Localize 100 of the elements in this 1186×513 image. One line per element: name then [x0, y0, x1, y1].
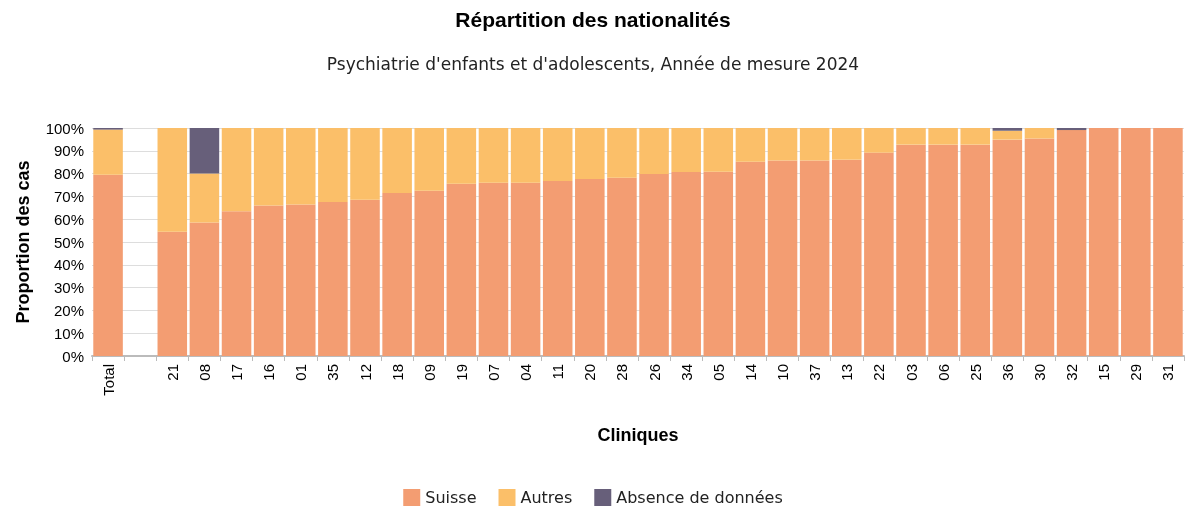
- x-tick-label: 09: [420, 364, 438, 381]
- bar: [285, 128, 316, 205]
- x-tick-label: 13: [838, 364, 856, 381]
- bar: [542, 180, 573, 356]
- y-tick-label: 30%: [53, 279, 84, 297]
- bar: [350, 128, 380, 200]
- bar: [575, 128, 605, 180]
- bar: [767, 160, 798, 356]
- bar: [928, 144, 958, 356]
- x-tick-label: 16: [260, 364, 278, 381]
- x-tick-label: 18: [388, 364, 406, 381]
- bar: [446, 183, 477, 356]
- bar: [864, 128, 894, 153]
- x-tick-label: 05: [709, 364, 727, 381]
- bar: [896, 128, 926, 145]
- bar: [542, 128, 573, 181]
- x-tick-label: 34: [677, 364, 695, 381]
- x-tick-label: 19: [452, 364, 470, 381]
- x-axis-title: Cliniques: [597, 425, 679, 445]
- legend-label: Autres: [520, 488, 573, 507]
- bar: [864, 152, 894, 356]
- bar: [735, 161, 766, 356]
- y-tick-label: 60%: [53, 210, 84, 228]
- bar: [928, 128, 958, 145]
- bar: [510, 128, 541, 183]
- bar: [478, 182, 509, 356]
- bar: [350, 199, 380, 356]
- bar: [575, 179, 605, 356]
- bar: [639, 128, 669, 175]
- y-tick-label: 90%: [53, 142, 84, 160]
- bar: [992, 128, 1023, 131]
- bar: [414, 128, 445, 191]
- bar: [799, 160, 830, 356]
- bar: [414, 190, 445, 356]
- bar: [1024, 138, 1055, 356]
- x-tick-label: 04: [517, 364, 535, 381]
- y-tick-label: 10%: [53, 324, 84, 342]
- y-tick-label: 80%: [53, 165, 84, 183]
- x-tick-label: 06: [934, 364, 952, 381]
- x-tick-label: 26: [645, 364, 663, 381]
- bar: [189, 222, 220, 356]
- bar: [960, 144, 991, 356]
- bar: [478, 128, 509, 183]
- x-tick-label: 17: [228, 364, 246, 381]
- bar: [992, 139, 1023, 356]
- x-tick-label: 36: [998, 364, 1016, 381]
- bar: [799, 128, 830, 161]
- bar: [735, 128, 766, 162]
- x-tick-label: 29: [1127, 364, 1145, 381]
- x-tick-label: 32: [1063, 364, 1081, 381]
- bar: [93, 129, 123, 175]
- bar: [1056, 130, 1087, 356]
- bar: [831, 159, 862, 356]
- y-tick-label: 0%: [62, 347, 84, 365]
- x-tick-label: 35: [324, 364, 342, 381]
- x-tick-label: 11: [549, 364, 567, 380]
- bar: [831, 128, 862, 160]
- bar: [703, 171, 734, 356]
- y-tick-label: 100%: [45, 119, 84, 137]
- chart-subtitle: Psychiatrie d'enfants et d'adolescents, Année de mesure 2024: [326, 53, 860, 74]
- x-tick-label: 31: [1159, 364, 1177, 381]
- bar: [93, 174, 123, 356]
- x-tick-label: 08: [195, 364, 213, 381]
- x-tick-label: 30: [1030, 364, 1048, 381]
- chart-title: Répartition des nationalités: [455, 8, 731, 31]
- y-axis-title: Proportion des cas: [13, 160, 33, 324]
- bar: [671, 128, 701, 172]
- bar: [510, 182, 541, 356]
- bar: [189, 128, 220, 174]
- x-tick-label: 22: [870, 364, 888, 381]
- x-tick-label: 20: [581, 364, 599, 381]
- bar: [253, 205, 284, 356]
- legend-label: Absence de données: [616, 488, 783, 507]
- x-tick-label: 14: [741, 364, 759, 381]
- bar: [382, 192, 412, 356]
- bar: [318, 128, 348, 203]
- bar: [671, 172, 701, 356]
- bar: [896, 144, 926, 356]
- bar: [157, 231, 188, 356]
- y-tick-label: 50%: [53, 233, 84, 251]
- bar: [382, 128, 412, 193]
- bar: [703, 128, 734, 172]
- bar: [318, 202, 348, 356]
- bar: [992, 130, 1023, 140]
- x-tick-label: 12: [356, 364, 374, 381]
- bar: [1056, 128, 1087, 131]
- bar: [221, 128, 252, 212]
- bar: [1088, 128, 1119, 356]
- y-tick-label: 20%: [53, 301, 84, 319]
- x-tick-label: 37: [806, 364, 824, 381]
- x-tick-label: 07: [484, 364, 502, 381]
- bar: [607, 177, 637, 356]
- x-tick-label: 28: [613, 364, 631, 381]
- bar: [767, 128, 798, 161]
- bar: [1121, 128, 1151, 356]
- x-tick-label: 01: [292, 364, 310, 381]
- bar: [285, 204, 316, 356]
- bar: [221, 211, 252, 356]
- bar: [189, 173, 220, 223]
- x-tick-label: 15: [1095, 364, 1113, 381]
